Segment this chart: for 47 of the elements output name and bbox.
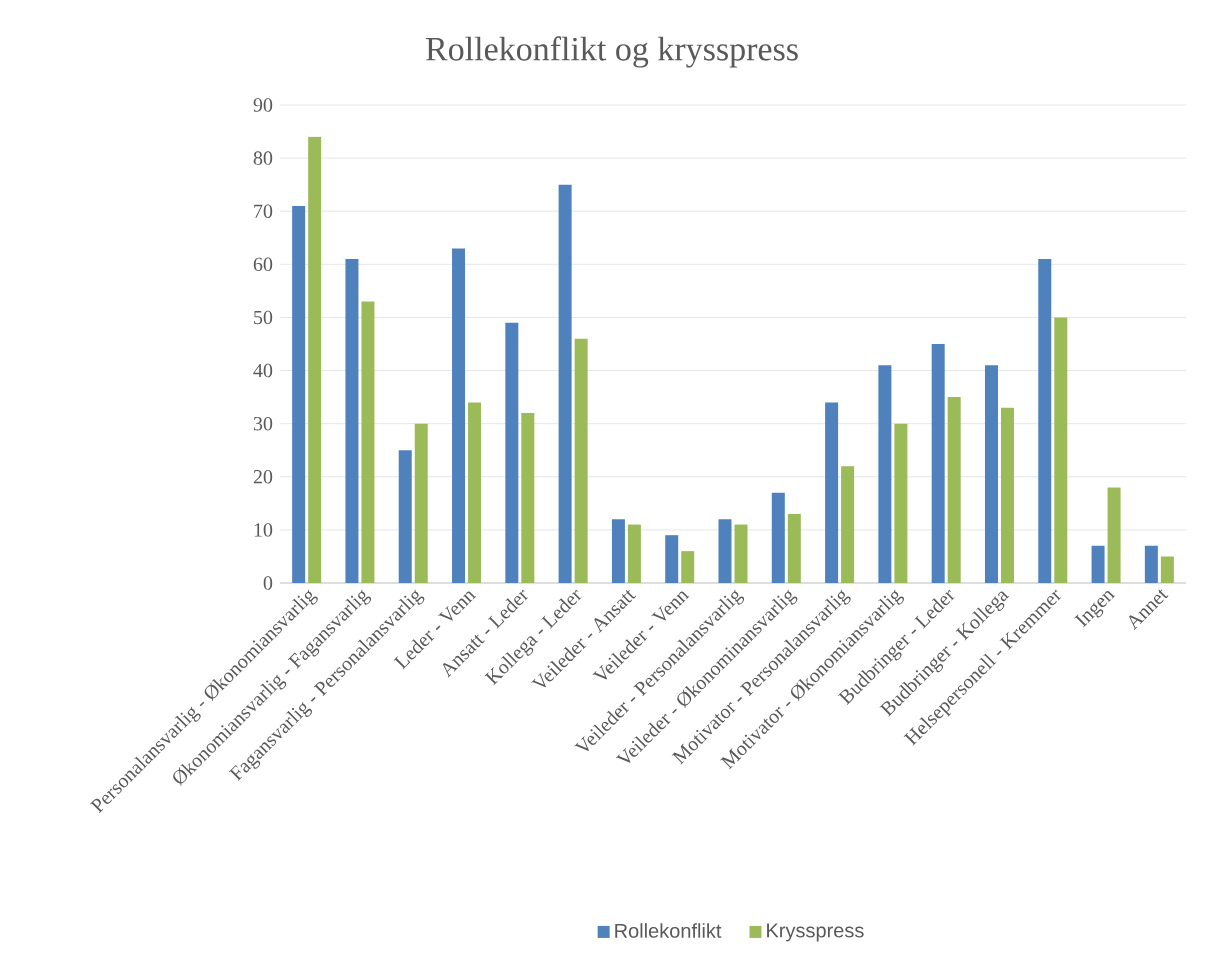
bar <box>1107 487 1121 583</box>
chart-title: Rollekonflikt og krysspress <box>425 36 798 68</box>
bar <box>308 136 322 583</box>
bar <box>841 466 855 583</box>
legend-label: Rollekonflikt <box>615 923 722 938</box>
bar <box>771 492 785 583</box>
y-tick-label: 20 <box>253 470 273 484</box>
bar <box>398 450 412 583</box>
y-tick-label: 30 <box>253 416 273 431</box>
bar <box>414 423 428 583</box>
bar <box>521 413 535 583</box>
y-tick-label: 0 <box>263 576 273 590</box>
bar <box>825 402 839 583</box>
y-tick-label: 10 <box>254 523 273 537</box>
bar <box>345 259 359 583</box>
bar <box>787 513 801 583</box>
bar <box>505 322 519 583</box>
bar <box>947 397 961 583</box>
y-tick-label: 50 <box>254 310 273 325</box>
y-tick-label: 40 <box>253 363 273 378</box>
bar <box>681 551 695 583</box>
bar <box>894 423 908 583</box>
bar <box>1091 545 1105 583</box>
bar <box>611 519 625 583</box>
bar <box>452 248 466 583</box>
bar <box>1038 259 1052 583</box>
bar <box>931 343 945 583</box>
bar <box>1144 545 1158 583</box>
bar <box>1000 407 1014 583</box>
bar <box>574 338 588 583</box>
y-tick-label: 80 <box>253 151 273 165</box>
bar <box>734 524 748 583</box>
bar <box>984 365 998 583</box>
bar <box>292 205 306 583</box>
bar <box>1160 556 1174 583</box>
y-tick-label: 70 <box>254 204 273 218</box>
bar <box>468 402 482 583</box>
bar <box>1054 317 1068 583</box>
bar <box>627 524 641 583</box>
y-tick-label: 60 <box>253 257 273 272</box>
bar <box>558 184 572 583</box>
bar <box>361 301 375 583</box>
bar <box>718 519 732 583</box>
bar <box>878 365 892 583</box>
bar <box>665 535 679 583</box>
y-tick-label: 90 <box>253 98 273 112</box>
legend-label: Krysspress <box>767 923 864 942</box>
